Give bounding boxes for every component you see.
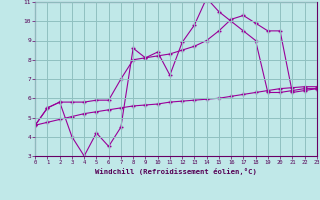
X-axis label: Windchill (Refroidissement éolien,°C): Windchill (Refroidissement éolien,°C) xyxy=(95,168,257,175)
